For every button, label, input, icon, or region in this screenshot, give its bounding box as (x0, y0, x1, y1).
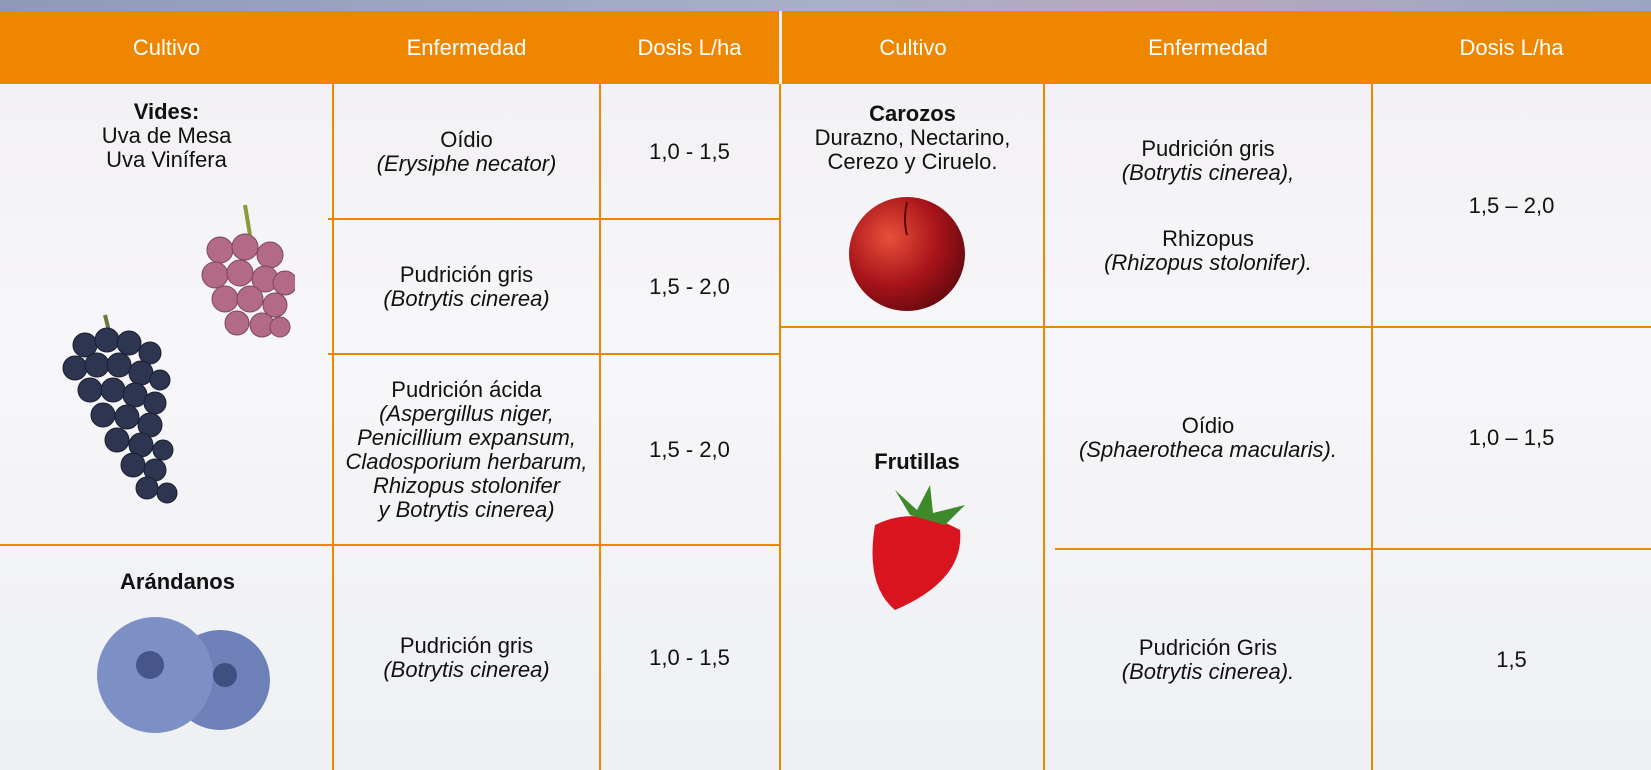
pathogen: (Botrytis cinerea), (1121, 159, 1295, 185)
v-line (1371, 84, 1373, 770)
peach-image (849, 197, 965, 311)
grapes-image (62, 204, 295, 504)
pathogen: Penicillium expansum, (357, 424, 576, 450)
pathogen: (Botrytis cinerea) (383, 656, 550, 682)
header-bar (0, 11, 779, 84)
disease-cell: Oídio (Erysiphe necator) (333, 84, 600, 219)
dose-cell: 1,0 - 1,5 (649, 138, 730, 164)
header-cell: Dosis L/ha (1459, 34, 1564, 60)
crop-cell: Carozos Durazno, Nectarino, Cerezo y Cir… (781, 102, 1044, 174)
header-cell: Cultivo (879, 34, 947, 60)
header-bar (782, 11, 1651, 84)
crop-cell: Frutillas (781, 450, 1053, 474)
h-line (328, 353, 779, 355)
pathogen: Cladosporium herbarum, (345, 448, 588, 474)
dose-cell: 1,0 - 1,5 (649, 644, 730, 670)
header-cell: Dosis L/ha (637, 34, 742, 60)
disease-name: Pudrición gris (1141, 135, 1275, 161)
header-cell: Enfermedad (406, 34, 527, 60)
pathogen: (Botrytis cinerea). (1121, 658, 1295, 684)
pathogen: y Botrytis cinerea) (378, 496, 555, 522)
crop-name: Frutillas (874, 449, 960, 474)
blueberries-image (97, 617, 270, 733)
pathogen: (Sphaerotheca macularis). (1078, 437, 1337, 462)
pathogen: (Botrytis cinerea) (383, 285, 550, 311)
disease-cell: Pudrición gris (Botrytis cinerea) (333, 219, 600, 354)
h-line (1055, 548, 1651, 550)
disease-name: Pudrición gris (399, 632, 534, 658)
pathogen: Rhizopus stolonifer (372, 472, 561, 498)
dose-cell: 1,5 – 2,0 (1468, 192, 1555, 218)
header-cell: Enfermedad (1148, 34, 1268, 60)
disease-name: Pudrición Gris (1138, 634, 1278, 660)
strawberry-image (872, 485, 965, 610)
disease-cell: Oídio (Sphaerotheca macularis). (1044, 327, 1372, 549)
header-cell: Cultivo (132, 34, 201, 60)
h-line (781, 326, 1651, 328)
v-line (779, 84, 781, 770)
v-line (332, 84, 334, 770)
crop-variety: Cerezo y Ciruelo. (827, 149, 998, 174)
disease-cell: Pudrición gris (Botrytis cinerea), Rhizo… (1044, 84, 1372, 327)
pathogen: (Aspergillus niger, (379, 400, 554, 426)
crop-name: Vides: (133, 99, 200, 124)
dose-cell: 1,5 - 2,0 (649, 273, 730, 299)
h-line (0, 544, 779, 546)
disease-cell: Pudrición Gris (Botrytis cinerea). (1044, 549, 1372, 770)
crop-variety: Uva de Mesa (101, 123, 232, 148)
disease-name: Oídio (440, 126, 493, 152)
disease-cell: Pudrición gris (Botrytis cinerea) (333, 545, 600, 770)
crop-cell: Vides: Uva de Mesa Uva Vinífera (0, 100, 333, 172)
crop-name: Arándanos (120, 569, 235, 594)
crop-name: Carozos (869, 101, 956, 126)
top-strip (0, 0, 1651, 11)
disease-name: Oídio (1181, 413, 1235, 438)
dose-cell: 1,5 - 2,0 (649, 436, 730, 462)
pathogen: (Rhizopus stolonifer). (1104, 249, 1312, 275)
disease-name: Pudrición ácida (391, 376, 542, 402)
dose-cell: 1,5 (1496, 646, 1527, 672)
crop-variety: Durazno, Nectarino, (814, 125, 1011, 150)
h-line (328, 218, 779, 220)
disease-cell: Pudrición ácida (Aspergillus niger, Peni… (333, 354, 600, 545)
disease-name: Pudrición gris (399, 261, 534, 287)
dose-cell: 1,0 – 1,5 (1468, 425, 1555, 450)
v-line (1043, 84, 1045, 770)
crop-variety: Uva Vinífera (106, 147, 227, 172)
disease-name: Rhizopus (1162, 225, 1254, 251)
pathogen: (Erysiphe necator) (376, 150, 557, 176)
crop-cell: Arándanos (0, 570, 355, 594)
v-line (599, 84, 601, 770)
